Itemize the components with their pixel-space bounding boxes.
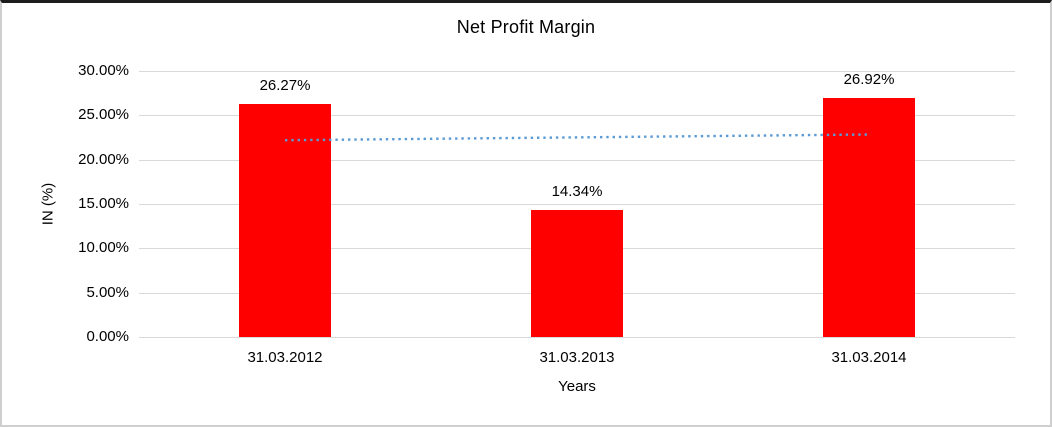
chart-title: Net Profit Margin <box>456 17 596 37</box>
x-tick-label: 31.03.2013 <box>539 349 615 366</box>
gridline <box>139 337 1015 338</box>
gridline <box>139 204 1015 205</box>
data-label: 26.92% <box>843 71 895 88</box>
y-tick-label: 10.00% <box>78 239 129 256</box>
y-tick-label: 20.00% <box>78 151 129 168</box>
gridline <box>139 71 1015 72</box>
x-axis-title: Years <box>558 378 596 395</box>
gridline <box>139 160 1015 161</box>
x-tick-label: 31.03.2014 <box>831 349 907 366</box>
y-tick-label: 25.00% <box>78 106 129 123</box>
x-tick-label: 31.03.2012 <box>247 349 323 366</box>
data-label: 14.34% <box>551 183 603 200</box>
gridline <box>139 115 1015 116</box>
y-tick-label: 0.00% <box>86 328 129 345</box>
data-label: 26.27% <box>259 77 311 94</box>
bar <box>823 98 915 337</box>
y-tick-label: 5.00% <box>86 284 129 301</box>
y-tick-label: 30.00% <box>78 62 129 79</box>
y-tick-label: 15.00% <box>78 195 129 212</box>
bar <box>239 104 331 337</box>
bar <box>531 210 623 337</box>
